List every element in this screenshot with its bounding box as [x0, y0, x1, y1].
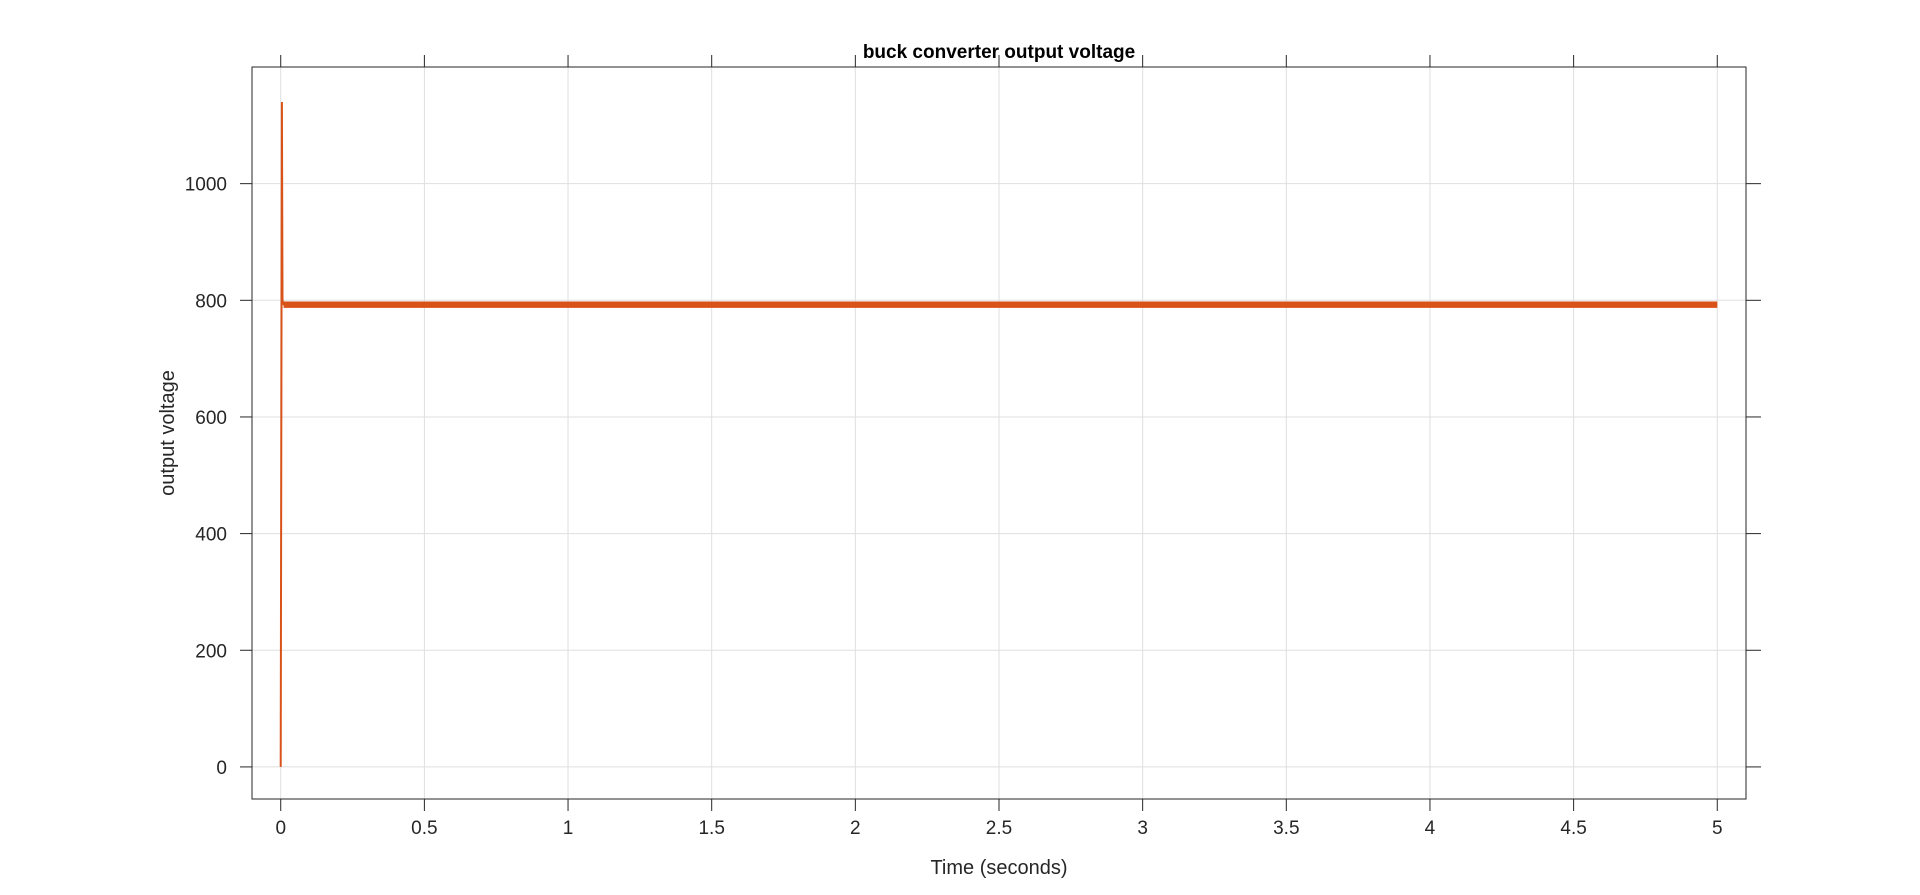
x-tick-label: 2	[850, 818, 861, 839]
x-tick-label: 3	[1137, 818, 1148, 839]
x-tick-label: 5	[1712, 818, 1723, 839]
x-tick-label: 0.5	[411, 818, 437, 839]
grid	[252, 67, 1746, 799]
x-tick-label: 1.5	[698, 818, 724, 839]
y-tick-label: 200	[195, 641, 227, 662]
y-tick-label: 600	[195, 408, 227, 429]
x-tick-label: 4	[1425, 818, 1436, 839]
x-tick-label: 4.5	[1560, 818, 1586, 839]
x-tick-label: 2.5	[986, 818, 1012, 839]
y-tick-label: 1000	[185, 175, 227, 196]
y-tick-label: 0	[216, 758, 227, 779]
ticks: 0 0.5 1 1.5 2 2.5 3 3.5 4 4.5 5 0 200 400 600 800 1000	[185, 55, 1761, 839]
x-axis-label: Time (seconds)	[930, 857, 1067, 879]
chart-title: buck converter output voltage	[863, 42, 1135, 63]
y-tick-label: 800	[195, 291, 227, 312]
y-tick-label: 400	[195, 525, 227, 546]
series-line	[279, 101, 1718, 767]
series	[279, 101, 1718, 767]
y-axis-label: output voltage	[157, 370, 179, 496]
x-tick-label: 1	[563, 818, 574, 839]
x-tick-label: 0	[275, 818, 286, 839]
x-tick-label: 3.5	[1273, 818, 1299, 839]
